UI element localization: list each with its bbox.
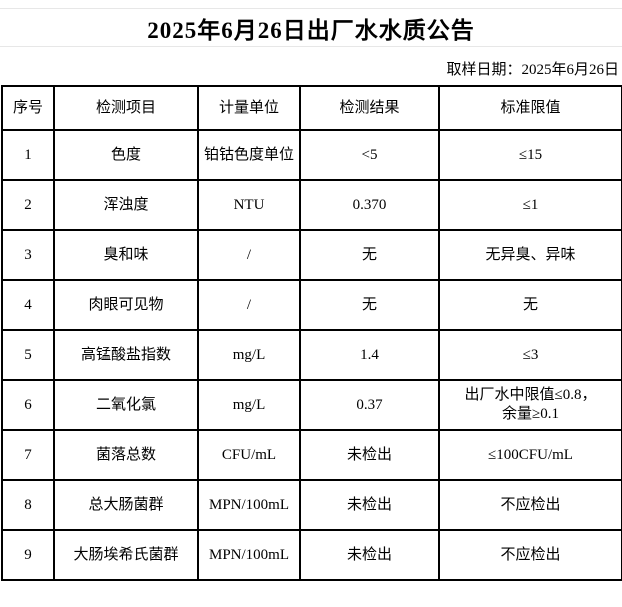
cell-limit: ≤100CFU/mL [438,429,622,481]
cell-result: 无 [299,229,440,281]
column-header-unit: 计量单位 [197,85,301,131]
table-row: 9 大肠埃希氏菌群 MPN/100mL 未检出 不应检出 [1,529,622,581]
cell-index: 4 [1,279,55,331]
cell-index: 7 [1,429,55,481]
cell-result: 未检出 [299,479,440,531]
table-row: 5 高锰酸盐指数 mg/L 1.4 ≤3 [1,329,622,381]
table-row: 2 浑浊度 NTU 0.370 ≤1 [1,179,622,231]
cell-limit: 不应检出 [438,529,622,581]
cell-index: 5 [1,329,55,381]
cell-result: 0.37 [299,379,440,431]
water-quality-table: 序号 检测项目 计量单位 检测结果 标准限值 1 色度 铂钴色度单位 <5 ≤1… [1,85,622,581]
table-row: 3 臭和味 / 无 无异臭、异味 [1,229,622,281]
table-header-row: 序号 检测项目 计量单位 检测结果 标准限值 [1,85,622,131]
cell-limit: 不应检出 [438,479,622,531]
cell-limit: 无异臭、异味 [438,229,622,281]
cell-unit: / [197,229,301,281]
cell-unit: / [197,279,301,331]
table-row: 1 色度 铂钴色度单位 <5 ≤15 [1,129,622,181]
cell-item: 大肠埃希氏菌群 [53,529,199,581]
sampling-date: 取样日期：2025年6月26日 [446,62,619,78]
cell-index: 3 [1,229,55,281]
cell-result: 无 [299,279,440,331]
cell-item: 二氧化氯 [53,379,199,431]
cell-item: 总大肠菌群 [53,479,199,531]
cell-item: 肉眼可见物 [53,279,199,331]
cell-result: 0.370 [299,179,440,231]
cell-result: <5 [299,129,440,181]
cell-unit: 铂钴色度单位 [197,129,301,181]
cell-result: 未检出 [299,529,440,581]
cell-index: 2 [1,179,55,231]
cell-item: 浑浊度 [53,179,199,231]
page-title: 2025年6月26日出厂水水质公告 [0,8,622,47]
cell-unit: NTU [197,179,301,231]
cell-item: 臭和味 [53,229,199,281]
cell-unit: MPN/100mL [197,529,301,581]
cell-unit: mg/L [197,379,301,431]
cell-unit: MPN/100mL [197,479,301,531]
column-header-result: 检测结果 [299,85,440,131]
table-row: 8 总大肠菌群 MPN/100mL 未检出 不应检出 [1,479,622,531]
cell-limit: ≤1 [438,179,622,231]
cell-item: 色度 [53,129,199,181]
cell-item: 高锰酸盐指数 [53,329,199,381]
cell-item: 菌落总数 [53,429,199,481]
cell-result: 未检出 [299,429,440,481]
column-header-limit: 标准限值 [438,85,622,131]
cell-limit: ≤3 [438,329,622,381]
table-row: 7 菌落总数 CFU/mL 未检出 ≤100CFU/mL [1,429,622,481]
cell-unit: mg/L [197,329,301,381]
cell-result: 1.4 [299,329,440,381]
cell-index: 9 [1,529,55,581]
column-header-item: 检测项目 [53,85,199,131]
cell-limit: 无 [438,279,622,331]
cell-limit: 出厂水中限值≤0.8， 余量≥0.1 [438,379,622,431]
cell-index: 8 [1,479,55,531]
cell-index: 6 [1,379,55,431]
table-row: 4 肉眼可见物 / 无 无 [1,279,622,331]
column-header-index: 序号 [1,85,55,131]
cell-limit: ≤15 [438,129,622,181]
table-row: 6 二氧化氯 mg/L 0.37 出厂水中限值≤0.8， 余量≥0.1 [1,379,622,431]
cell-index: 1 [1,129,55,181]
cell-unit: CFU/mL [197,429,301,481]
